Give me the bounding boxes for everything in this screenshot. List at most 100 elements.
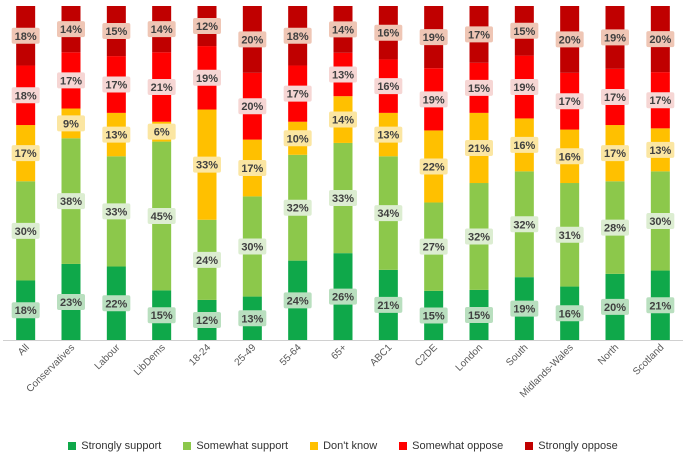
data-label-text: 24% (196, 255, 218, 267)
data-label-text: 23% (60, 297, 82, 309)
data-label-text: 16% (377, 81, 399, 93)
data-label-box (238, 98, 267, 115)
data-label-box (283, 199, 312, 216)
data-label: 20% (601, 298, 629, 315)
data-label-box (555, 226, 584, 243)
data-label-text: 16% (559, 308, 581, 320)
data-label-text: 6% (154, 127, 170, 139)
data-label-box (11, 302, 40, 319)
data-label-box (465, 79, 493, 96)
data-label-box (238, 31, 267, 48)
data-label: 24% (193, 251, 221, 268)
data-label-box (329, 190, 357, 207)
data-label-text: 33% (332, 193, 354, 205)
data-label-text: 19% (423, 94, 445, 106)
data-label-box (510, 300, 539, 317)
data-label-text: 34% (377, 208, 399, 220)
data-label-text: 13% (105, 130, 127, 142)
data-label-box (283, 292, 312, 309)
data-label-box (238, 238, 267, 255)
data-label: 14% (147, 21, 176, 38)
data-label-text: 38% (60, 196, 82, 208)
data-label-text: 16% (377, 28, 399, 40)
data-label-box (102, 295, 131, 312)
data-label-box (555, 148, 584, 165)
category-label: ABC1 (368, 342, 395, 369)
data-label: 30% (238, 238, 267, 255)
data-label: 13% (374, 126, 403, 143)
data-label: 17% (646, 92, 675, 109)
data-label: 13% (102, 126, 131, 143)
data-label: 33% (193, 156, 221, 173)
data-label-box (57, 21, 85, 38)
category-label: 25-49 (233, 342, 259, 368)
data-label: 30% (11, 222, 40, 239)
data-label: 17% (601, 145, 629, 162)
data-label: 22% (419, 158, 448, 175)
data-label: 17% (555, 93, 584, 110)
data-label: 15% (102, 23, 131, 40)
data-label-box (419, 238, 448, 255)
legend-item: Strongly oppose (525, 440, 618, 452)
data-label-text: 31% (559, 230, 581, 242)
data-label-box (329, 21, 357, 38)
data-label-box (510, 22, 539, 39)
data-label-box (283, 27, 312, 44)
legend-label: Don't know (323, 440, 378, 452)
data-label-box (57, 72, 85, 89)
data-label: 13% (238, 310, 267, 327)
legend-swatch (68, 442, 77, 450)
data-label-text: 18% (15, 31, 37, 43)
data-label-text: 22% (105, 298, 127, 310)
legend-item: Somewhat oppose (399, 440, 503, 452)
data-label-text: 19% (423, 32, 445, 44)
data-label: 18% (11, 27, 40, 44)
data-label-text: 17% (468, 29, 490, 41)
data-label-box (555, 305, 584, 322)
data-label-text: 20% (604, 302, 626, 314)
data-label-text: 15% (423, 310, 445, 322)
data-label-box (646, 31, 675, 48)
data-label-text: 45% (151, 211, 173, 223)
data-label-box (374, 296, 403, 313)
data-label-text: 21% (377, 300, 399, 312)
data-label: 12% (193, 311, 221, 328)
data-label-box (419, 29, 448, 46)
data-label-box (510, 79, 539, 96)
data-label-text: 19% (196, 73, 218, 85)
data-label-text: 16% (513, 140, 535, 152)
data-label-box (283, 130, 312, 147)
data-label-box (419, 158, 448, 175)
data-label: 32% (465, 228, 493, 245)
data-label-text: 21% (649, 300, 671, 312)
data-label-text: 12% (196, 21, 218, 33)
data-label-text: 17% (559, 96, 581, 108)
data-label: 15% (510, 22, 539, 39)
data-label-text: 13% (241, 313, 263, 325)
data-label: 33% (102, 203, 131, 220)
legend-swatch (525, 442, 534, 450)
data-label-text: 33% (105, 206, 127, 218)
data-label-box (238, 310, 267, 327)
data-label-box (11, 222, 40, 239)
data-label: 17% (102, 76, 131, 93)
data-label-box (646, 92, 675, 109)
data-label-text: 27% (423, 242, 445, 254)
data-label-box (646, 297, 675, 314)
data-label-text: 14% (151, 24, 173, 36)
data-label: 14% (329, 111, 357, 128)
data-label: 17% (57, 72, 85, 89)
data-label-text: 33% (196, 160, 218, 172)
data-label-text: 17% (287, 89, 309, 101)
data-label-box (193, 311, 221, 328)
data-label-box (147, 79, 176, 96)
data-label-text: 9% (63, 118, 79, 130)
data-label-box (102, 23, 131, 40)
data-label-box (238, 159, 267, 176)
data-label-box (193, 18, 221, 35)
data-label: 21% (147, 79, 176, 96)
legend: Strongly support Somewhat support Don't kn… (0, 440, 686, 452)
data-label-text: 21% (468, 143, 490, 155)
data-label-box (57, 293, 85, 310)
data-label-text: 19% (513, 82, 535, 94)
